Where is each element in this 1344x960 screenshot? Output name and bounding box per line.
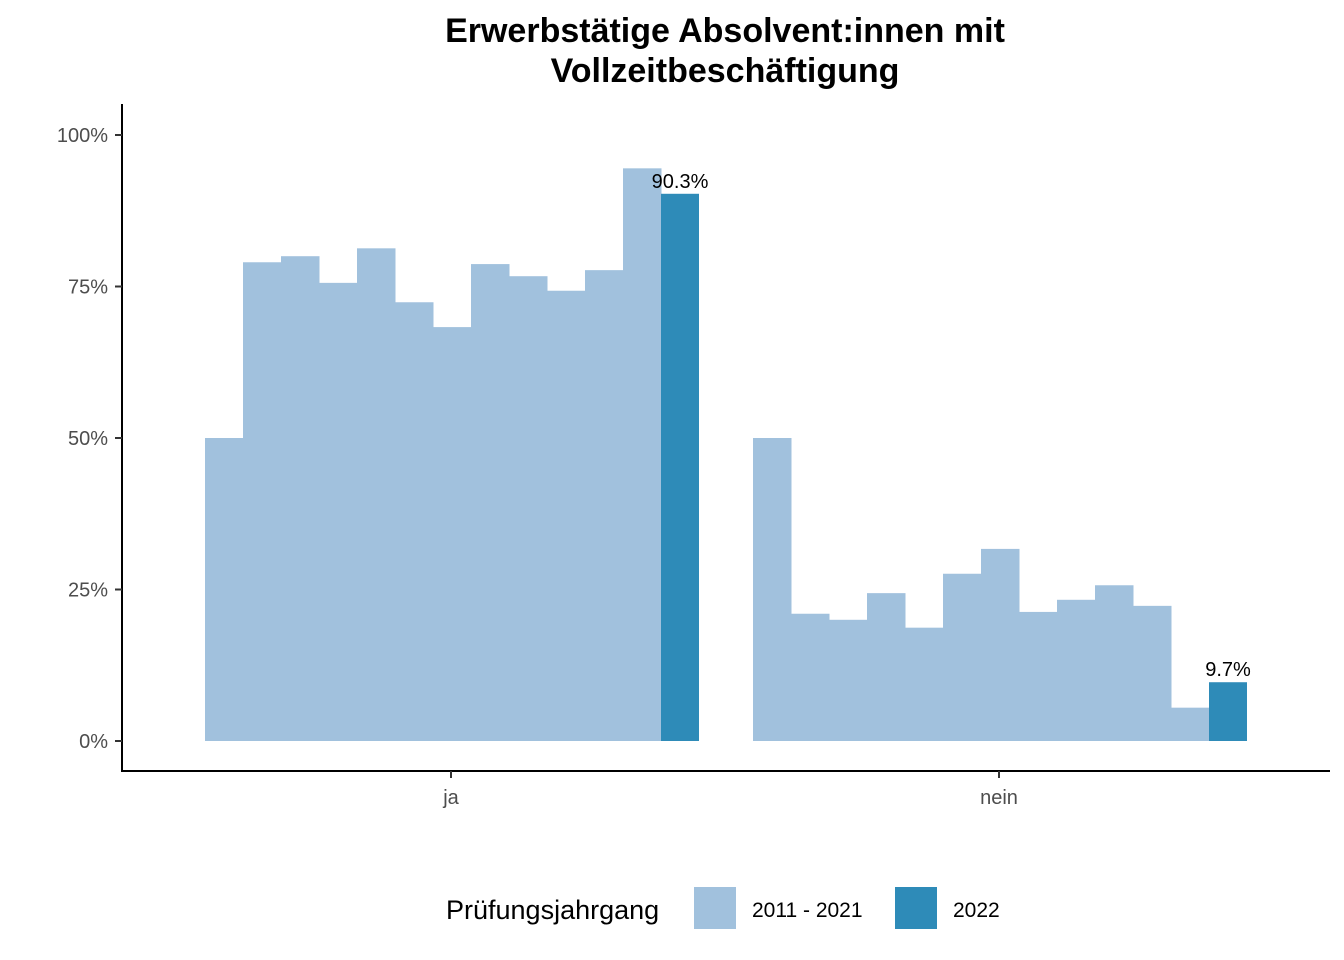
- legend: Prüfungsjahrgang 2011 - 2021 2022: [446, 887, 1000, 929]
- bar-ja-2011-2021-7: [433, 327, 472, 741]
- bar-ja-2011-2021-10: [547, 290, 586, 741]
- bar-nein-2011-2021-12: [1171, 707, 1210, 741]
- chart-title-line-1: Erwerbstätige Absolvent:innen mit: [445, 12, 1005, 50]
- bar-nein-2011-2021-2: [791, 613, 830, 741]
- y-tick-label: 25%: [68, 580, 108, 602]
- bar-nein-2011-2021-11: [1133, 605, 1172, 741]
- y-tick-label: 75%: [68, 277, 108, 299]
- bar-ja-2011-2021-11: [585, 270, 624, 741]
- bar-ja-2011-2021-3: [281, 256, 320, 741]
- bar-nein-2011-2021-9: [1057, 599, 1096, 741]
- x-tick-label-ja: ja: [442, 787, 459, 809]
- x-tick-label-nein: nein: [980, 787, 1018, 809]
- x-axis: ja nein: [442, 771, 1018, 809]
- bar-nein-2022: [1209, 682, 1247, 741]
- bar-ja-2011-2021-12: [623, 168, 662, 741]
- bar-nein-2011-2021-8: [1019, 611, 1058, 741]
- bar-nein-2011-2021-5: [905, 627, 944, 741]
- bar-ja-2022: [661, 193, 699, 742]
- y-axis: 0% 25% 50% 75% 100%: [57, 125, 122, 753]
- bar-ja-2011-2021-2: [243, 262, 282, 741]
- bar-nein-2011-2021-3: [829, 619, 868, 741]
- bar-nein-2011-2021-4: [867, 593, 906, 741]
- bar-ja-2011-2021-9: [509, 276, 548, 741]
- y-tick-label: 100%: [57, 125, 108, 147]
- data-label-nein-2022: 9.7%: [1205, 659, 1251, 681]
- legend-title: Prüfungsjahrgang: [446, 895, 659, 925]
- bar-ja-2011-2021-1: [205, 438, 244, 741]
- y-tick-label: 50%: [68, 428, 108, 450]
- legend-label-2011-2021: 2011 - 2021: [752, 899, 863, 922]
- bar-ja-2011-2021-6: [395, 302, 434, 741]
- bar-nein-2011-2021-10: [1095, 585, 1134, 741]
- legend-swatch-2011-2021: [694, 887, 736, 929]
- bar-ja-2011-2021-4: [319, 282, 358, 741]
- bar-ja-2011-2021-5: [357, 248, 396, 741]
- legend-label-2022: 2022: [953, 899, 1000, 922]
- y-tick-label: 0%: [79, 731, 108, 753]
- legend-swatch-2022: [895, 887, 937, 929]
- data-labels-group: 90.3% 9.7%: [652, 171, 1251, 681]
- bar-nein-2011-2021-7: [981, 548, 1020, 741]
- bar-nein-2011-2021-1: [753, 438, 792, 741]
- chart-title-line-2: Vollzeitbeschäftigung: [551, 52, 900, 90]
- bar-ja-2011-2021-8: [471, 264, 510, 741]
- bars-group: [205, 168, 1247, 742]
- bar-nein-2011-2021-6: [943, 573, 982, 741]
- data-label-ja-2022: 90.3%: [652, 171, 709, 193]
